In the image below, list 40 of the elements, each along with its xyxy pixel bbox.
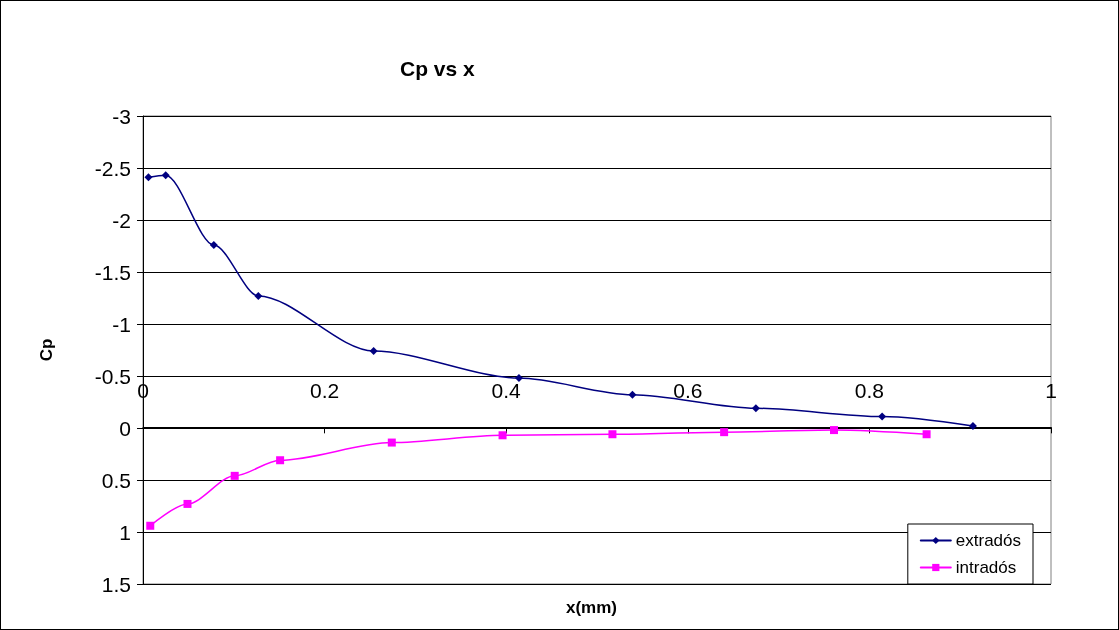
point [230,471,239,480]
point [751,404,760,413]
point [514,374,523,383]
point [276,456,285,465]
y-axis-title: Cp [37,338,56,362]
point [628,390,637,399]
y-tick-label: -2 [112,208,131,232]
x-axis-title: x(mm) [566,598,618,617]
x-tick-label: 0.4 [491,379,522,403]
x-tick-label: 0.8 [854,379,884,403]
point [829,426,838,435]
point [720,428,729,437]
point [968,421,977,430]
point [146,521,155,530]
point [254,291,263,300]
legend-label: extradós [955,531,1021,550]
point [209,240,218,249]
y-tick-label: -1.5 [94,260,131,284]
chart-title: Cp vs x [400,57,476,80]
y-tick-label: -0.5 [94,364,131,388]
point [369,347,378,356]
y-tick-label: -2.5 [94,156,131,180]
point [608,430,617,439]
x-tick-label: 0.2 [310,379,340,403]
y-tick-label: 0 [119,416,131,440]
point [878,412,887,421]
point [183,499,192,508]
point [144,173,153,182]
legend-label: intradós [955,558,1017,577]
point [498,431,507,440]
point [387,438,396,447]
y-tick-label: -1 [112,312,131,336]
y-tick-label: 0.5 [101,468,131,492]
y-tick-label: 1.5 [101,572,131,596]
point [922,430,931,439]
x-tick-label: 0.6 [673,379,703,403]
y-tick-label: 1 [119,520,131,544]
point [161,171,170,180]
y-tick-label: -3 [112,104,131,128]
x-tick-label: 1 [1045,379,1057,403]
